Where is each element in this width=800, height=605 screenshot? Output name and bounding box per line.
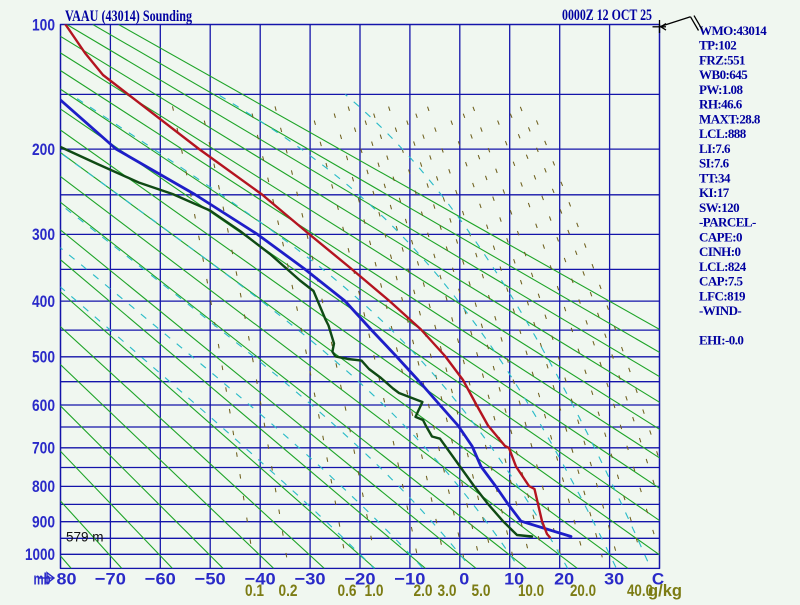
svg-text:0000Z 12 OCT 25: 0000Z 12 OCT 25 bbox=[562, 7, 652, 24]
svg-text:5.0: 5.0 bbox=[472, 581, 491, 600]
svg-text:10: 10 bbox=[504, 570, 524, 589]
svg-text:−20: −20 bbox=[345, 570, 376, 589]
svg-text:MAXT:28.8: MAXT:28.8 bbox=[699, 111, 761, 126]
svg-text:300: 300 bbox=[32, 225, 55, 244]
svg-text:−60: −60 bbox=[145, 570, 176, 589]
svg-text:−10: −10 bbox=[394, 570, 425, 589]
svg-text:800: 800 bbox=[32, 477, 55, 496]
svg-text:0.2: 0.2 bbox=[279, 581, 298, 600]
svg-text:700: 700 bbox=[32, 439, 55, 458]
svg-text:100: 100 bbox=[32, 15, 55, 34]
svg-text:900: 900 bbox=[32, 513, 55, 532]
svg-text:CINH:0: CINH:0 bbox=[699, 244, 741, 259]
svg-text:80: 80 bbox=[57, 570, 77, 589]
svg-text:20.0: 20.0 bbox=[570, 581, 596, 600]
svg-text:VAAU (43014) Sounding: VAAU (43014) Sounding bbox=[65, 8, 192, 25]
svg-text:0.1: 0.1 bbox=[245, 581, 264, 600]
svg-text:400: 400 bbox=[32, 292, 55, 311]
svg-text:−50: −50 bbox=[195, 570, 226, 589]
svg-text:g/kg: g/kg bbox=[648, 581, 682, 600]
svg-text:LCL:888: LCL:888 bbox=[699, 126, 747, 141]
svg-text:RH:46.6: RH:46.6 bbox=[699, 97, 743, 112]
svg-text:LCL:824: LCL:824 bbox=[699, 259, 747, 274]
svg-text:1000: 1000 bbox=[25, 545, 55, 564]
svg-text:CAP:7.5: CAP:7.5 bbox=[699, 274, 743, 289]
svg-text:2.0: 2.0 bbox=[414, 581, 433, 600]
svg-text:SI:7.6: SI:7.6 bbox=[699, 156, 730, 171]
svg-text:200: 200 bbox=[32, 140, 55, 159]
svg-text:TP:102: TP:102 bbox=[699, 38, 736, 53]
svg-text:20: 20 bbox=[554, 570, 574, 589]
svg-text:579 m: 579 m bbox=[66, 530, 104, 545]
svg-text:30: 30 bbox=[604, 570, 624, 589]
svg-text:500: 500 bbox=[32, 348, 55, 367]
svg-text:600: 600 bbox=[32, 396, 55, 415]
svg-text:1.0: 1.0 bbox=[365, 581, 384, 600]
svg-text:SW:120: SW:120 bbox=[699, 200, 739, 215]
svg-text:C: C bbox=[652, 570, 664, 589]
svg-text:-WIND-: -WIND- bbox=[699, 303, 741, 318]
svg-text:mb: mb bbox=[34, 570, 51, 589]
svg-text:LFC:819: LFC:819 bbox=[699, 288, 746, 303]
svg-text:KI:17: KI:17 bbox=[699, 185, 730, 200]
svg-text:EHI:-0.0: EHI:-0.0 bbox=[699, 333, 743, 348]
svg-text:TT:34: TT:34 bbox=[699, 170, 731, 185]
svg-text:0.6: 0.6 bbox=[338, 581, 357, 600]
svg-text:−30: −30 bbox=[295, 570, 326, 589]
svg-text:10.0: 10.0 bbox=[518, 581, 544, 600]
svg-text:CAPE:0: CAPE:0 bbox=[699, 229, 742, 244]
svg-text:0: 0 bbox=[459, 570, 469, 589]
svg-text:WB0:645: WB0:645 bbox=[699, 67, 748, 82]
svg-text:−40: −40 bbox=[245, 570, 276, 589]
svg-text:LI:7.6: LI:7.6 bbox=[699, 141, 731, 156]
svg-text:40.0: 40.0 bbox=[627, 581, 653, 600]
svg-text:3.0: 3.0 bbox=[438, 581, 457, 600]
svg-text:PW:1.08: PW:1.08 bbox=[699, 82, 744, 97]
svg-text:FRZ:551: FRZ:551 bbox=[699, 52, 745, 67]
svg-text:-PARCEL-: -PARCEL- bbox=[699, 215, 756, 230]
svg-text:WMO:43014: WMO:43014 bbox=[699, 23, 767, 38]
svg-text:−70: −70 bbox=[95, 570, 126, 589]
